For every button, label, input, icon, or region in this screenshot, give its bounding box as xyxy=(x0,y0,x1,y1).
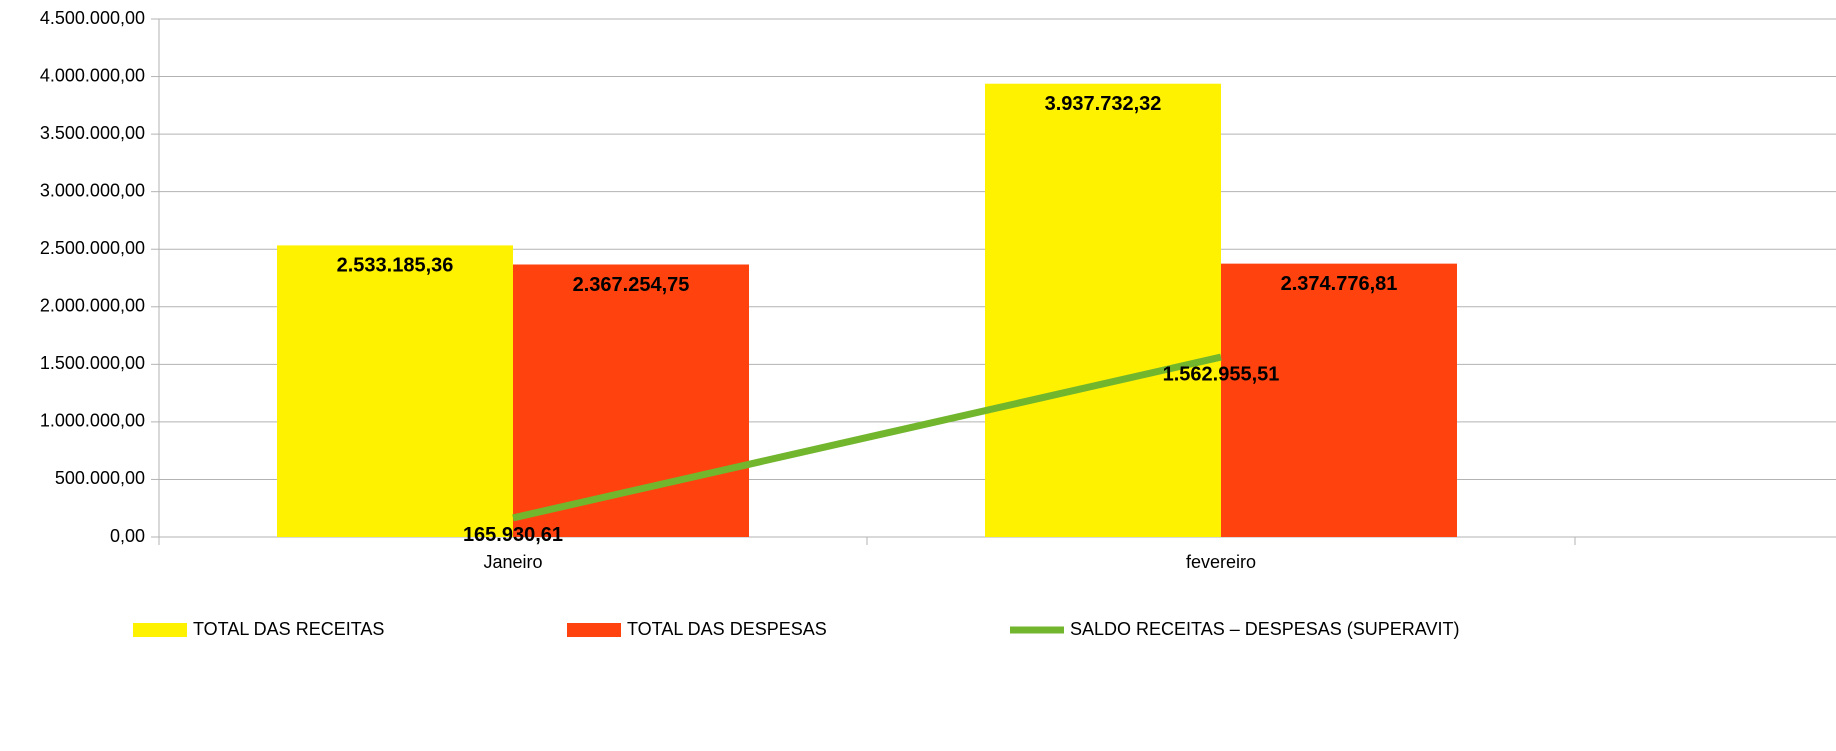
y-tick-label: 1.500.000,00 xyxy=(40,353,145,373)
x-tick-label: Janeiro xyxy=(483,552,542,572)
legend-label: TOTAL DAS RECEITAS xyxy=(193,619,384,639)
y-tick-label: 2.000.000,00 xyxy=(40,296,145,316)
bar xyxy=(1221,263,1457,537)
data-label: 2.533.185,36 xyxy=(337,255,454,277)
legend-swatch xyxy=(567,623,621,637)
line xyxy=(512,353,1222,522)
y-tick-label: 3.000.000,00 xyxy=(40,180,145,200)
y-tick-label: 1.000.000,00 xyxy=(40,411,145,431)
y-tick-label: 0,00 xyxy=(110,526,145,546)
bar xyxy=(277,245,513,537)
data-label: 2.374.776,81 xyxy=(1281,273,1398,295)
legend-swatch xyxy=(133,623,187,637)
y-tick-label: 4.000.000,00 xyxy=(40,65,145,85)
y-tick-label: 4.500.000,00 xyxy=(40,8,145,28)
data-label: 2.367.254,75 xyxy=(573,274,690,296)
y-tick-label: 3.500.000,00 xyxy=(40,123,145,143)
bar xyxy=(985,83,1221,537)
data-label: 1.562.955,51 xyxy=(1163,363,1280,385)
legend-label: SALDO RECEITAS – DESPESAS (SUPERAVIT) xyxy=(1070,619,1459,639)
legend-label: TOTAL DAS DESPESAS xyxy=(627,619,827,639)
x-tick-label: fevereiro xyxy=(1186,552,1256,572)
data-label: 165.930,61 xyxy=(463,524,563,546)
data-label: 3.937.732,32 xyxy=(1045,93,1162,115)
bar xyxy=(513,264,749,537)
y-tick-label: 2.500.000,00 xyxy=(40,238,145,258)
y-tick-label: 500.000,00 xyxy=(55,468,145,488)
